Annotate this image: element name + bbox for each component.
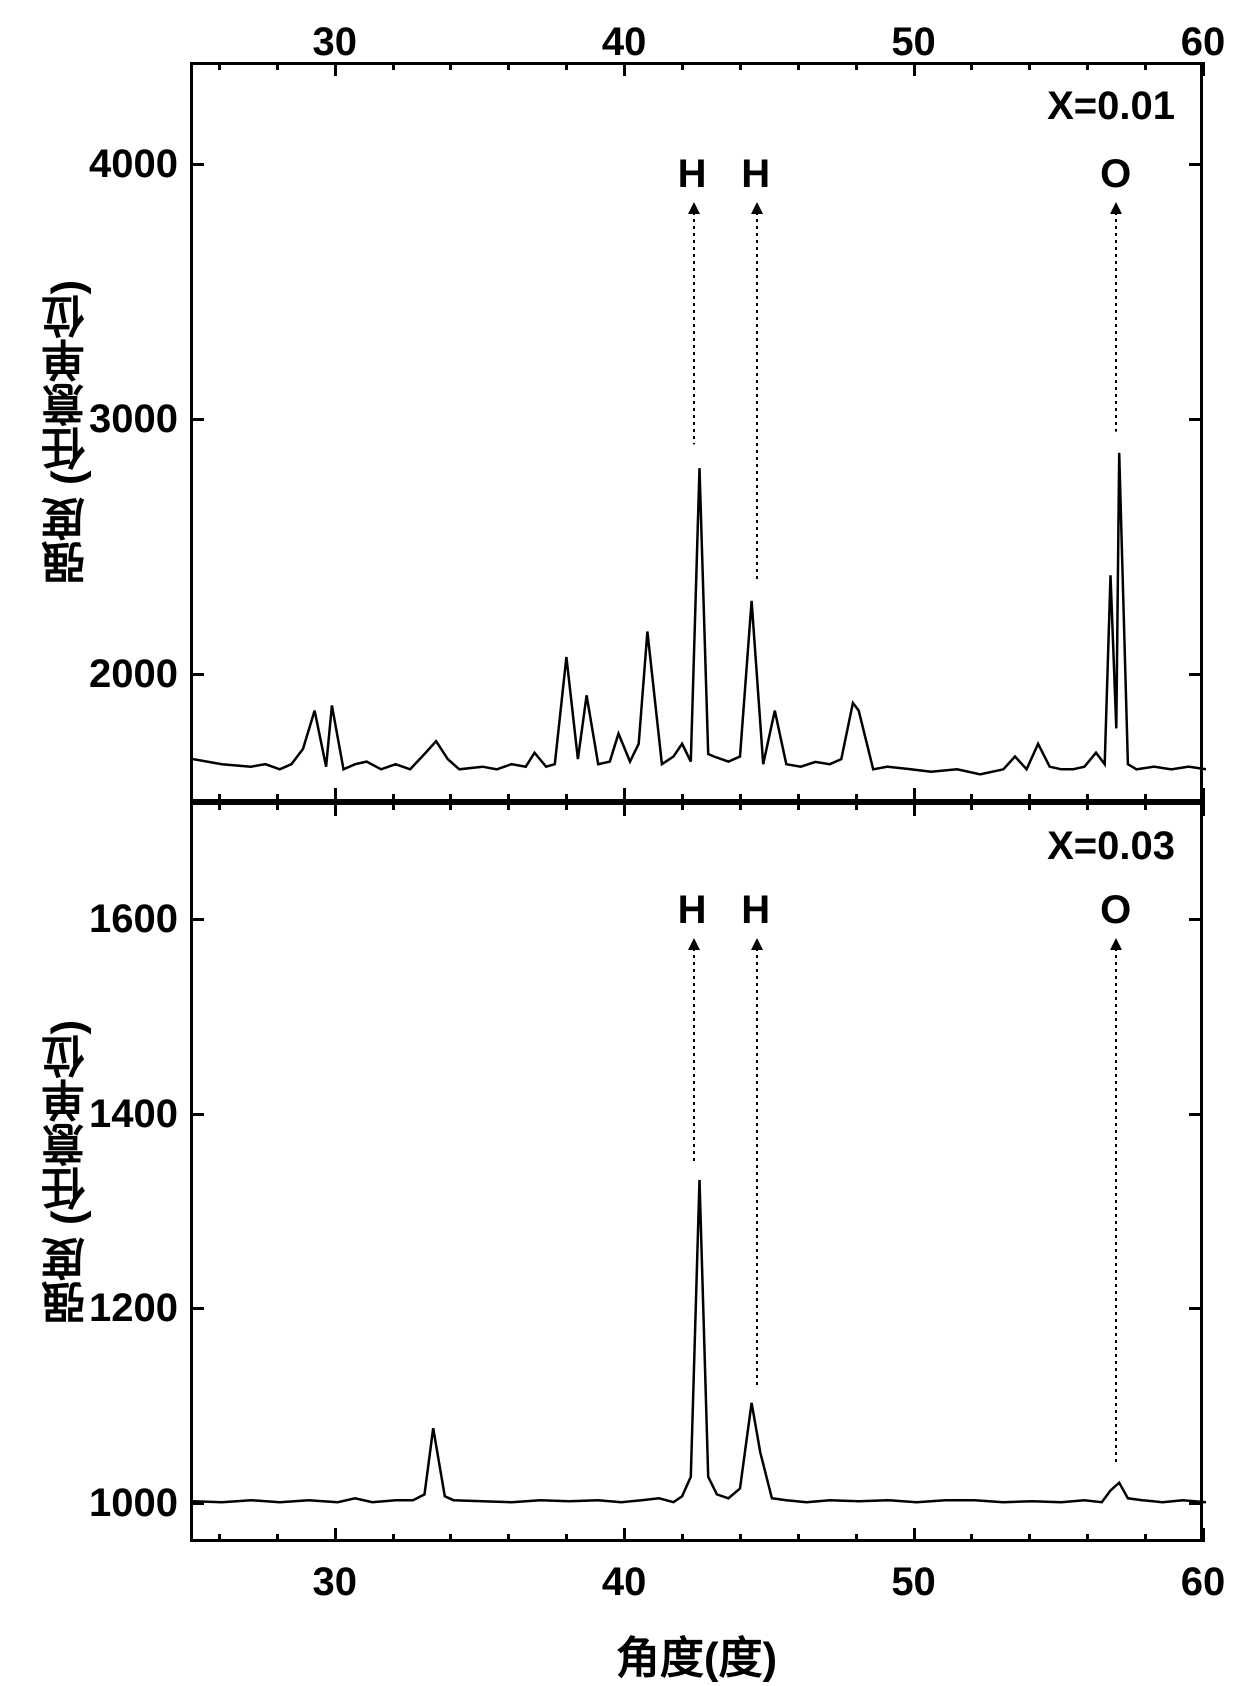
panel-title-top: X=0.01 — [1047, 84, 1175, 129]
x-tick-label: 50 — [884, 20, 944, 65]
x-tick-label: 40 — [594, 1560, 654, 1605]
annotation-arrow — [747, 202, 767, 580]
x-tick-label: 60 — [1173, 20, 1233, 65]
annotation-arrow — [684, 202, 704, 444]
y-tick-label: 3000 — [89, 397, 178, 442]
y-tick-label: 2000 — [89, 652, 178, 697]
annotation-arrow — [1106, 938, 1126, 1466]
x-tick-label: 50 — [884, 1560, 944, 1605]
y-tick-label: 1400 — [89, 1092, 178, 1137]
y-tick-label: 1000 — [89, 1481, 178, 1526]
annotation-arrow — [747, 938, 767, 1386]
x-axis-label: 角度(度) — [190, 1622, 1203, 1686]
x-tick-label: 30 — [305, 20, 365, 65]
annotation-arrow — [684, 938, 704, 1164]
peak-label: O — [1100, 888, 1131, 933]
peak-label: O — [1100, 152, 1131, 197]
peak-label: H — [741, 152, 770, 197]
panel-title-bottom: X=0.03 — [1047, 824, 1175, 869]
xrd-figure: 30 40 50 60 强度 (任意单位) 2000 3000 4000 X=0.01 H… — [0, 0, 1240, 1684]
peak-label: H — [741, 888, 770, 933]
annotation-arrow — [1106, 202, 1126, 432]
x-tick-label: 60 — [1173, 1560, 1233, 1605]
peak-label: H — [678, 888, 707, 933]
y-tick-label: 4000 — [89, 142, 178, 187]
x-tick-label: 40 — [594, 20, 654, 65]
y-tick-label: 1200 — [89, 1286, 178, 1331]
x-tick-label: 30 — [305, 1560, 365, 1605]
y-tick-label: 1600 — [89, 897, 178, 942]
y-axis-label-bottom: 强度 (任意单位) — [36, 891, 100, 1453]
peak-label: H — [678, 152, 707, 197]
